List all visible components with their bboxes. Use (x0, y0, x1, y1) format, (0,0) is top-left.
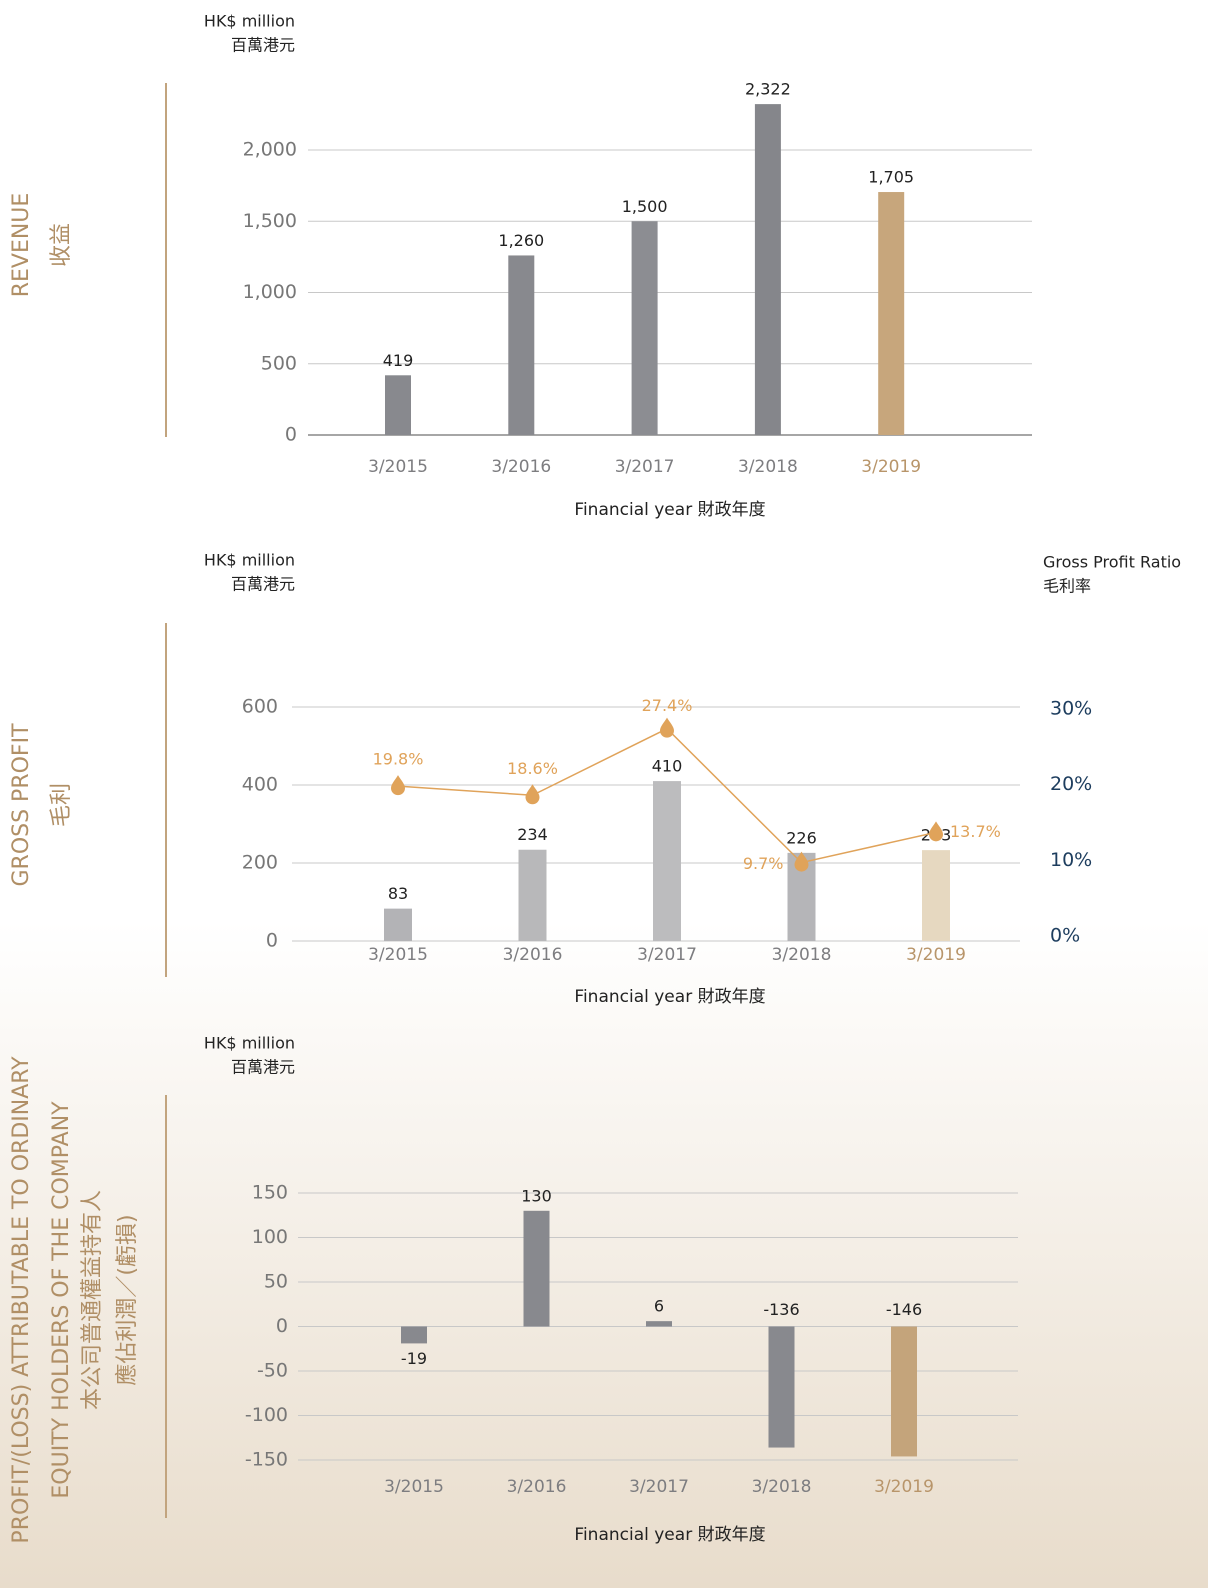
ratio-marker (525, 784, 540, 805)
x-tick-label: 3/2017 (615, 457, 675, 477)
y-tick-label: 0 (276, 1315, 288, 1337)
ratio-label: 18.6% (507, 759, 558, 778)
y-tick-label: -50 (257, 1360, 288, 1382)
y-tick-label: 200 (242, 852, 278, 874)
unit-label: 百萬港元 (231, 36, 295, 55)
value-label: 1,260 (498, 231, 544, 250)
unit-label: HK$ million (204, 1034, 295, 1053)
y-tick-label: 500 (261, 352, 297, 374)
bar (768, 1326, 795, 1448)
ratio-marker (391, 775, 405, 796)
value-label: -146 (886, 1300, 922, 1319)
x-axis-title: Financial year 財政年度 (574, 500, 765, 520)
side-title: 應佔利潤／(虧損) (114, 1214, 140, 1385)
x-tick-label: 3/2017 (629, 1477, 689, 1497)
side-title: PROFIT/(LOSS) ATTRIBUTABLE TO ORDINARY (9, 1056, 34, 1544)
bar (631, 221, 658, 435)
y-tick-label: 1,000 (243, 281, 297, 303)
value-label: 234 (517, 825, 548, 844)
x-tick-label: 3/2015 (368, 457, 428, 477)
y-tick-label: -100 (245, 1404, 288, 1426)
bar (653, 781, 681, 941)
x-tick-label: 3/2019 (874, 1477, 934, 1497)
bar (922, 850, 950, 941)
x-tick-label: 3/2016 (503, 945, 563, 965)
value-label: 130 (521, 1186, 552, 1205)
ratio-label: 13.7% (950, 822, 1001, 841)
value-label: 410 (652, 757, 683, 776)
ratio-marker (794, 851, 809, 872)
value-label: -19 (401, 1349, 427, 1368)
ratio-label: 27.4% (642, 696, 693, 715)
y2-tick-label: 10% (1050, 849, 1092, 871)
x-tick-label: 3/2018 (752, 1477, 812, 1497)
x-tick-label: 3/2015 (368, 945, 428, 965)
x-tick-label: 3/2016 (507, 1477, 567, 1497)
side-title: 收益 (49, 223, 74, 267)
bar (891, 1326, 917, 1457)
ratio-marker (929, 821, 943, 842)
bar (384, 908, 412, 941)
unit-label: HK$ million (204, 551, 295, 570)
value-label: 419 (383, 351, 414, 370)
ratio-label: 9.7% (743, 854, 784, 873)
y-tick-label: 400 (242, 774, 278, 796)
unit-label: 百萬港元 (231, 575, 295, 594)
y2-unit-label: Gross Profit Ratio (1043, 553, 1181, 572)
y2-tick-label: 20% (1050, 773, 1092, 795)
bar (518, 849, 547, 941)
unit-label: HK$ million (204, 12, 295, 31)
side-title: EQUITY HOLDERS OF THE COMPANY (49, 1101, 74, 1499)
y-tick-label: 2,000 (243, 139, 297, 161)
value-label: 2,322 (745, 80, 791, 99)
y-tick-label: 0 (285, 424, 297, 446)
value-label: 1,500 (622, 197, 668, 216)
bar (401, 1326, 427, 1344)
side-title: 本公司普通權益持有人 (80, 1190, 105, 1410)
value-label: -136 (763, 1300, 799, 1319)
bar (523, 1210, 550, 1327)
x-tick-label: 3/2017 (637, 945, 697, 965)
side-title: REVENUE (9, 193, 34, 298)
y-tick-label: 0 (266, 930, 278, 952)
unit-label: 百萬港元 (231, 1058, 295, 1077)
ratio-marker (660, 717, 674, 738)
x-tick-label: 3/2015 (384, 1477, 444, 1497)
bar (385, 375, 411, 435)
y-tick-label: 150 (252, 1182, 288, 1204)
value-label: 6 (654, 1297, 664, 1316)
x-tick-label: 3/2016 (491, 457, 551, 477)
bar (754, 104, 781, 436)
ratio-label: 19.8% (373, 750, 424, 769)
x-axis-title: Financial year 財政年度 (574, 1525, 765, 1545)
y-tick-label: 600 (242, 696, 278, 718)
value-label: 226 (786, 828, 817, 847)
x-tick-label: 3/2018 (738, 457, 798, 477)
bar (646, 1321, 672, 1327)
x-tick-label: 3/2019 (906, 945, 966, 965)
y-tick-label: 100 (252, 1226, 288, 1248)
side-title: 毛利 (49, 783, 74, 827)
bar (878, 192, 905, 435)
y2-tick-label: 0% (1050, 925, 1080, 947)
y-tick-label: -150 (245, 1449, 288, 1471)
bar (508, 255, 535, 435)
x-tick-label: 3/2019 (861, 457, 921, 477)
x-tick-label: 3/2018 (772, 945, 832, 965)
value-label: 83 (388, 884, 408, 903)
y-tick-label: 50 (264, 1271, 288, 1293)
value-label: 1,705 (868, 168, 914, 187)
y2-tick-label: 30% (1050, 698, 1092, 720)
side-title: GROSS PROFIT (9, 723, 34, 887)
y-tick-label: 1,500 (243, 210, 297, 232)
x-axis-title: Financial year 財政年度 (574, 987, 765, 1007)
y2-unit-label: 毛利率 (1043, 577, 1091, 596)
